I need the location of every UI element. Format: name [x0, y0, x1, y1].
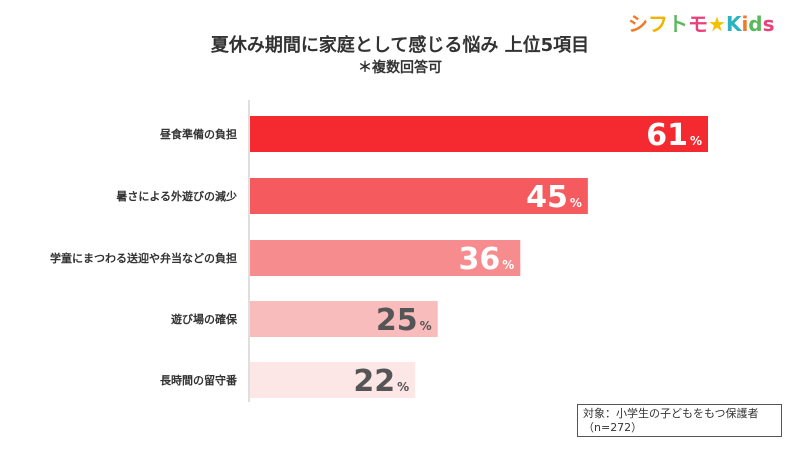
logo-char-1: フ: [648, 12, 668, 36]
category-label-4: 遊び場の確保: [171, 312, 238, 326]
logo-char-2: ト: [668, 12, 688, 36]
bar-1: [250, 116, 708, 152]
category-label-5: 長時間の留守番: [160, 373, 238, 387]
logo-char-6: i: [741, 12, 749, 36]
bar-2: [250, 178, 588, 214]
value-label-3: 36%: [459, 242, 515, 277]
sample-note: 対象：小学生の子どもをもつ保護者 （n=272）: [577, 404, 782, 437]
sample-note-line2: （n=272）: [583, 421, 643, 434]
bar-3: [250, 240, 521, 276]
sample-note-line1: 対象：小学生の子どもをもつ保護者: [583, 407, 759, 420]
chart-subtitle: ＊複数回答可: [358, 60, 442, 76]
logo-char-5: K: [725, 12, 742, 36]
logo-char-3: モ: [688, 12, 708, 36]
bar-5: [250, 362, 416, 398]
logo-char-0: シ: [628, 12, 648, 36]
value-label-5: 22%: [353, 364, 409, 399]
category-label-3: 学童にまつわる送迎や弁当などの負担: [50, 251, 237, 265]
logo-char-8: s: [762, 12, 775, 36]
chart-title: 夏休み期間に家庭として感じる悩み 上位5項目: [210, 35, 590, 56]
category-label-1: 昼食準備の負担: [159, 127, 237, 141]
value-label-4: 25%: [376, 303, 432, 338]
bar-4: [250, 301, 438, 337]
category-label-2: 暑さによる外遊びの減少: [116, 189, 237, 203]
value-label-1: 61%: [646, 118, 702, 153]
value-label-2: 45%: [526, 180, 582, 215]
brand-logo: シフトモ★Kids: [628, 8, 788, 36]
logo-char-4: ★: [708, 12, 726, 36]
logo-char-7: d: [748, 12, 763, 36]
